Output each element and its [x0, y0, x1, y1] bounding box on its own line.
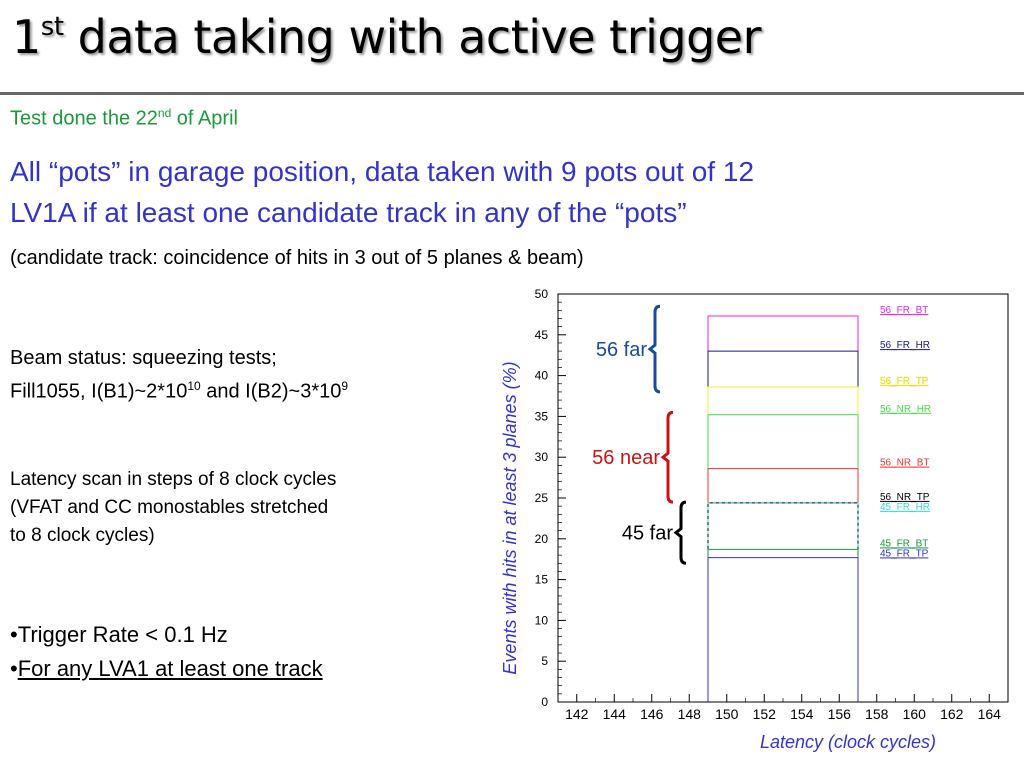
x-tick-label: 152: [753, 706, 777, 722]
x-tick-label: 148: [678, 706, 702, 722]
title-sup: st: [40, 12, 64, 42]
x-tick-label: 164: [978, 706, 1002, 722]
series-label: 45_FR_HR: [880, 502, 930, 513]
series-line-45-fr-hr: [707, 502, 859, 702]
beam-b1: Fill1055, I(B1)~2*10: [10, 380, 188, 403]
title-rest: data taking with active trigger: [63, 10, 762, 64]
series-label: 45_FR_BT: [880, 538, 928, 549]
y-tick-label: 25: [535, 491, 549, 505]
info-line-2: LV1A if at least one candidate track in …: [10, 197, 687, 228]
series-line-56-nr-tp: [707, 502, 859, 702]
y-tick-label: 5: [541, 654, 548, 668]
test-date-pre: Test done the 22: [10, 107, 158, 130]
title-main: 1: [12, 10, 41, 64]
y-tick-label: 45: [535, 328, 549, 342]
beam-b2-exp: 9: [341, 379, 349, 393]
series-label: 56_FR_TP: [880, 376, 929, 387]
group-label: 45 far: [622, 523, 673, 545]
y-tick-label: 40: [535, 369, 549, 383]
group-label: 56 far: [596, 339, 647, 361]
beam-b1-exp: 10: [187, 379, 201, 393]
series-label: 56_FR_BT: [880, 305, 928, 316]
series-line-56-fr-hr: [707, 350, 859, 702]
beam-status: Beam status: squeezing tests; Fill1055, …: [10, 344, 348, 406]
series-line-45-fr-bt: [707, 548, 859, 702]
x-tick-label: 162: [940, 706, 964, 722]
beam-status-line-1: Beam status: squeezing tests;: [10, 347, 277, 369]
x-tick-label: 142: [565, 706, 589, 722]
y-tick-label: 50: [535, 287, 549, 301]
x-axis-label: Latency (clock cycles): [760, 732, 936, 752]
bullet-trigger-rate: •Trigger Rate < 0.1 Hz: [10, 622, 228, 647]
series-label: 56_FR_HR: [880, 340, 930, 351]
series-label: 56_NR_HR: [880, 404, 931, 415]
series-label: 45_FR_TP: [880, 548, 929, 559]
latency-line-1: Latency scan in steps of 8 clock cycles: [10, 469, 337, 490]
series-line-56-fr-tp: [707, 386, 859, 702]
beam-b2: and I(B2)~3*10: [200, 380, 342, 403]
y-tick-label: 35: [535, 409, 549, 423]
series-line-56-nr-hr: [707, 414, 859, 702]
group-bracket: [647, 304, 661, 394]
info-line-1: All “pots” in garage position, data take…: [10, 156, 755, 187]
series-line-45-fr-tp: [707, 557, 859, 702]
y-tick-label: 30: [535, 450, 549, 464]
y-tick-label: 20: [535, 532, 549, 546]
x-tick-label: 150: [715, 706, 739, 722]
y-tick-label: 15: [535, 573, 549, 587]
bullet-any-lva1: •For any LVA1 at least one track: [10, 656, 323, 682]
slide-title: 1st data taking with active trigger: [12, 12, 762, 60]
series-label: 56_NR_TP: [880, 492, 930, 503]
group-bracket: [673, 500, 687, 565]
series-line-56-fr-bt: [707, 315, 859, 702]
x-tick-label: 156: [828, 706, 852, 722]
x-tick-label: 158: [865, 706, 889, 722]
test-date: Test done the 22nd of April: [10, 106, 238, 131]
latency-line-2: (VFAT and CC monostables stretched: [10, 497, 329, 518]
plot-frame: [557, 293, 1009, 703]
group-bracket: [660, 410, 674, 504]
series-label: 56_NR_BT: [880, 458, 929, 469]
y-tick-label: 10: [535, 613, 549, 627]
y-tick-label: 0: [541, 695, 548, 709]
y-axis-label: Events with hits in at least 3 planes (%…: [500, 361, 520, 674]
latency-line-3: to 8 clock cycles): [10, 525, 155, 546]
latency-note: Latency scan in steps of 8 clock cycles …: [10, 466, 336, 550]
title-divider: [0, 92, 1024, 95]
beam-status-line-2: Fill1055, I(B1)~2*1010 and I(B2)~3*109: [10, 372, 348, 406]
test-date-post: of April: [171, 107, 238, 130]
x-tick-label: 144: [603, 706, 627, 722]
test-date-sup: nd: [157, 106, 172, 120]
bullet-dot: •: [10, 656, 18, 681]
x-tick-label: 154: [790, 706, 814, 722]
group-label: 56 near: [592, 447, 660, 469]
info-line-3: (candidate track: coincidence of hits in…: [10, 247, 584, 269]
series-line-56-nr-bt: [707, 468, 859, 702]
bullet-any-lva1-text: For any LVA1 at least one track: [17, 656, 323, 681]
x-tick-label: 160: [903, 706, 927, 722]
x-tick-label: 146: [640, 706, 664, 722]
